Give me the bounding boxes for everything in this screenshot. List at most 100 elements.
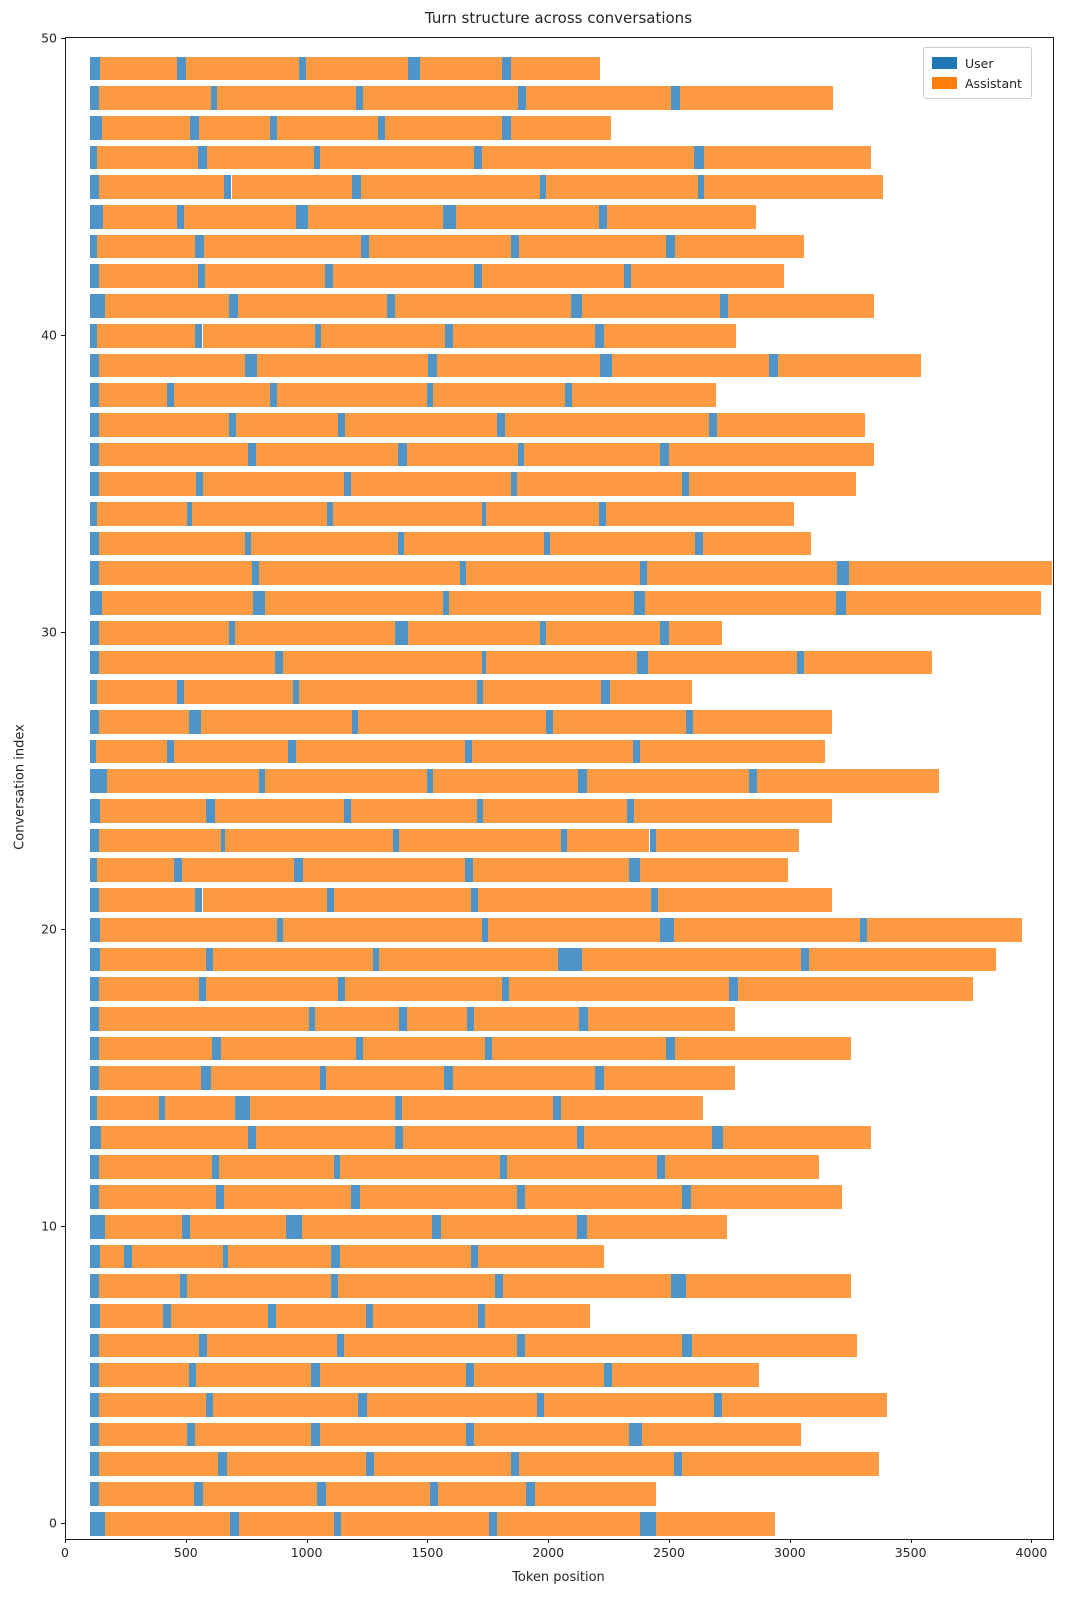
assistant-turn-segment xyxy=(504,412,709,437)
conversation-row xyxy=(66,205,1053,229)
user-turn-segment xyxy=(248,442,256,467)
conversation-row xyxy=(66,858,1053,883)
legend-item-user: User xyxy=(932,53,1022,73)
user-turn-segment xyxy=(90,977,99,1001)
assistant-turn-segment xyxy=(198,115,271,140)
assistant-turn-segment xyxy=(465,561,640,586)
user-turn-segment xyxy=(197,145,208,170)
user-turn-segment xyxy=(355,86,364,110)
assistant-turn-segment xyxy=(639,739,825,764)
x-tick-label: 0 xyxy=(61,1545,69,1560)
user-turn-segment xyxy=(253,591,266,615)
user-turn-segment xyxy=(476,680,483,704)
x-tick-label: 500 xyxy=(173,1545,198,1560)
assistant-turn-segment xyxy=(644,591,836,615)
assistant-turn-segment xyxy=(486,502,599,526)
user-turn-segment xyxy=(90,769,108,794)
user-turn-segment xyxy=(90,264,99,289)
user-turn-segment xyxy=(407,56,420,81)
assistant-turn-segment xyxy=(219,1155,335,1180)
conversation-row xyxy=(66,86,1053,110)
user-turn-segment xyxy=(579,1006,588,1031)
user-turn-segment xyxy=(90,799,100,823)
conversation-row xyxy=(66,1096,1053,1120)
x-tick-label: 1000 xyxy=(290,1545,323,1560)
assistant-turn-segment xyxy=(567,828,650,853)
assistant-turn-segment xyxy=(474,1422,629,1447)
user-turn-segment xyxy=(464,858,474,883)
user-turn-segment xyxy=(235,1096,250,1120)
assistant-turn-segment xyxy=(673,917,860,942)
user-turn-segment xyxy=(685,709,693,734)
assistant-turn-segment xyxy=(486,650,638,675)
x-tick-label: 1500 xyxy=(411,1545,444,1560)
user-turn-segment xyxy=(337,412,346,437)
assistant-turn-segment xyxy=(98,472,197,497)
user-turn-segment xyxy=(488,1511,498,1536)
conversation-row xyxy=(66,264,1053,289)
user-turn-segment xyxy=(196,472,203,497)
assistant-turn-segment xyxy=(581,294,720,318)
user-turn-segment xyxy=(198,1333,208,1358)
x-tick-mark xyxy=(306,1539,308,1543)
assistant-turn-segment xyxy=(98,264,198,289)
assistant-turn-segment xyxy=(474,1006,580,1031)
user-turn-segment xyxy=(277,917,284,942)
assistant-turn-segment xyxy=(363,86,518,110)
conversation-row xyxy=(66,680,1053,704)
assistant-turn-segment xyxy=(224,1185,352,1209)
y-tick-mark xyxy=(61,1225,65,1227)
assistant-turn-segment xyxy=(456,205,599,229)
assistant-turn-segment xyxy=(334,888,471,912)
conversation-row xyxy=(66,828,1053,853)
user-turn-segment xyxy=(577,1214,587,1239)
assistant-turn-segment xyxy=(191,502,327,526)
assistant-turn-segment xyxy=(545,620,661,645)
assistant-turn-segment xyxy=(545,175,698,200)
assistant-turn-segment xyxy=(737,977,974,1001)
user-turn-segment xyxy=(671,1274,686,1298)
user-turn-segment xyxy=(557,947,582,972)
user-turn-segment xyxy=(90,56,100,81)
user-turn-segment xyxy=(729,977,738,1001)
assistant-turn-segment xyxy=(728,294,875,318)
user-turn-segment xyxy=(229,412,237,437)
user-turn-segment xyxy=(545,709,553,734)
assistant-turn-segment xyxy=(668,442,875,467)
assistant-turn-segment xyxy=(612,353,770,378)
user-turn-segment xyxy=(526,1482,535,1506)
x-tick-mark xyxy=(910,1539,912,1543)
user-turn-segment xyxy=(90,86,99,110)
user-turn-segment xyxy=(201,1066,211,1091)
user-turn-segment xyxy=(442,591,449,615)
assistant-turn-segment xyxy=(477,888,651,912)
assistant-turn-segment xyxy=(98,650,275,675)
user-turn-segment xyxy=(90,1422,99,1447)
assistant-turn-segment xyxy=(98,1274,180,1298)
assistant-turn-segment xyxy=(586,1214,727,1239)
assistant-turn-segment xyxy=(477,1244,604,1269)
user-turn-segment xyxy=(481,917,488,942)
assistant-turn-segment xyxy=(332,264,475,289)
user-turn-segment xyxy=(695,531,703,556)
user-turn-segment xyxy=(317,1482,326,1506)
assistant-turn-segment xyxy=(552,709,686,734)
assistant-turn-segment xyxy=(510,115,611,140)
legend-label-user: User xyxy=(965,55,994,71)
assistant-turn-segment xyxy=(679,86,834,110)
assistant-turn-segment xyxy=(265,591,443,615)
user-turn-segment xyxy=(601,680,610,704)
user-turn-segment xyxy=(666,1036,675,1061)
user-turn-segment xyxy=(189,709,202,734)
assistant-turn-segment xyxy=(340,1244,471,1269)
assistant-turn-segment xyxy=(299,680,477,704)
user-turn-segment xyxy=(502,115,511,140)
user-turn-segment xyxy=(708,412,718,437)
user-turn-segment xyxy=(90,1363,99,1388)
user-turn-segment xyxy=(719,294,729,318)
conversation-row xyxy=(66,472,1053,497)
x-axis-label: Token position xyxy=(512,1570,605,1585)
conversation-row xyxy=(66,977,1053,1001)
user-turn-segment xyxy=(570,294,582,318)
user-turn-segment xyxy=(748,769,758,794)
